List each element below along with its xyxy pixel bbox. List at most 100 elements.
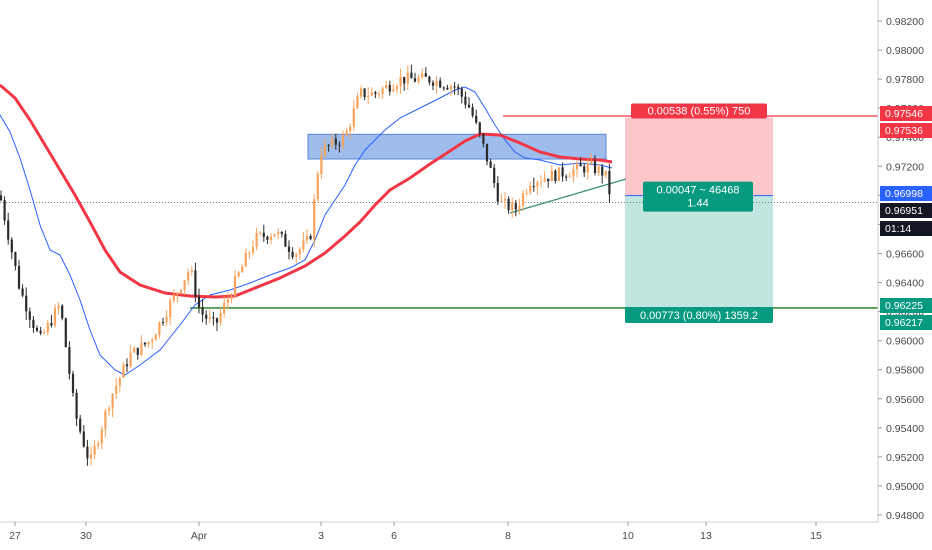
candle-115 (413, 72, 417, 83)
candle-body-106 (381, 88, 384, 94)
candle-body-139 (500, 200, 503, 202)
candle-body-40 (143, 342, 147, 345)
candle-154 (554, 169, 557, 184)
candle-body-23 (82, 431, 85, 447)
candle-body-90 (323, 145, 327, 156)
candle-107 (385, 80, 388, 90)
candle-body-138 (496, 183, 499, 202)
candle-39 (140, 335, 143, 357)
candle-body-83 (298, 248, 301, 255)
candle-body-89 (320, 155, 323, 174)
candle-130 (467, 97, 471, 109)
candle-80 (287, 240, 291, 260)
trendline[interactable] (509, 178, 627, 214)
candle-body-47 (169, 300, 172, 317)
candle-111 (399, 68, 402, 94)
candle-body-57 (205, 314, 208, 319)
candle-33 (118, 376, 121, 393)
x-tick-label-8: 15 (810, 530, 822, 542)
candle-body-117 (421, 73, 424, 78)
candle-body-64 (230, 296, 233, 299)
y-tick-label-11: 0.96000 (886, 336, 924, 348)
candle-body-60 (215, 318, 219, 323)
price-badge-label-0: 0.97546 (885, 108, 923, 120)
candle-14 (50, 314, 53, 328)
candle-125 (449, 83, 453, 97)
candle-167 (601, 163, 604, 184)
candle-158 (568, 172, 571, 178)
candle-21 (75, 389, 78, 427)
y-tick-label-16: 0.95000 (886, 481, 924, 493)
candle-65 (233, 270, 237, 298)
candle-body-30 (107, 408, 111, 411)
candle-body-144 (518, 205, 521, 210)
candle-133 (478, 121, 481, 138)
candle-120 (431, 80, 435, 91)
candle-1 (3, 196, 6, 225)
candle-156 (561, 162, 564, 182)
candle-body-165 (593, 160, 597, 173)
take-profit-zone[interactable] (625, 195, 773, 308)
candle-body-124 (446, 87, 449, 90)
ema-fast-line (0, 86, 613, 376)
candle-body-65 (233, 276, 237, 297)
candle-body-150 (539, 181, 543, 183)
candle-body-95 (341, 135, 345, 146)
candle-61 (219, 307, 222, 326)
candle-85 (305, 229, 309, 244)
candle-body-162 (583, 166, 586, 173)
candle-body-148 (532, 186, 535, 188)
candle-body-140 (503, 198, 507, 201)
candle-body-169 (608, 171, 611, 195)
price-badge-label-3: 0.96951 (885, 205, 923, 217)
candle-4 (14, 251, 17, 271)
candle-37 (133, 346, 136, 353)
candle-body-52 (187, 272, 190, 281)
candle-68 (244, 248, 247, 267)
price-badge-label-6: 0.96217 (885, 317, 923, 329)
candle-body-3 (10, 239, 13, 253)
candle-body-149 (536, 182, 539, 187)
candle-body-49 (176, 292, 179, 295)
candle-95 (341, 130, 345, 150)
candle-105 (377, 91, 381, 99)
x-tick-label-2: Apr (191, 530, 208, 542)
candle-102 (367, 87, 370, 105)
candle-body-76 (273, 234, 276, 237)
candle-body-0 (0, 195, 3, 201)
candle-body-158 (568, 176, 571, 178)
candle-70 (251, 240, 255, 256)
candle-body-132 (475, 115, 478, 123)
candle-157 (565, 174, 568, 182)
candle-147 (529, 181, 532, 195)
candle-body-50 (179, 289, 183, 293)
target-label-box[interactable] (625, 306, 773, 323)
candle-100 (359, 85, 363, 99)
candle-90 (323, 138, 327, 158)
candle-60 (215, 317, 219, 331)
candle-body-36 (129, 352, 132, 367)
candle-134 (482, 133, 485, 148)
candle-body-145 (521, 193, 525, 206)
candle-126 (453, 81, 456, 95)
candle-body-35 (125, 364, 129, 367)
candle-109 (392, 84, 395, 93)
candle-body-28 (100, 429, 103, 444)
candle-body-97 (349, 126, 352, 132)
candle-body-26 (93, 445, 96, 455)
candle-body-42 (151, 340, 154, 342)
candle-136 (489, 158, 492, 169)
candle-135 (485, 143, 489, 166)
candle-20 (71, 370, 75, 397)
stop-label-box[interactable] (631, 103, 767, 119)
candle-138 (496, 176, 499, 206)
candle-30 (107, 405, 111, 416)
candle-body-141 (507, 198, 510, 211)
y-tick-label-17: 0.94800 (886, 510, 924, 522)
candle-78 (280, 231, 283, 238)
x-tick-label-5: 8 (505, 530, 511, 542)
current-pnl-box[interactable] (643, 181, 753, 212)
